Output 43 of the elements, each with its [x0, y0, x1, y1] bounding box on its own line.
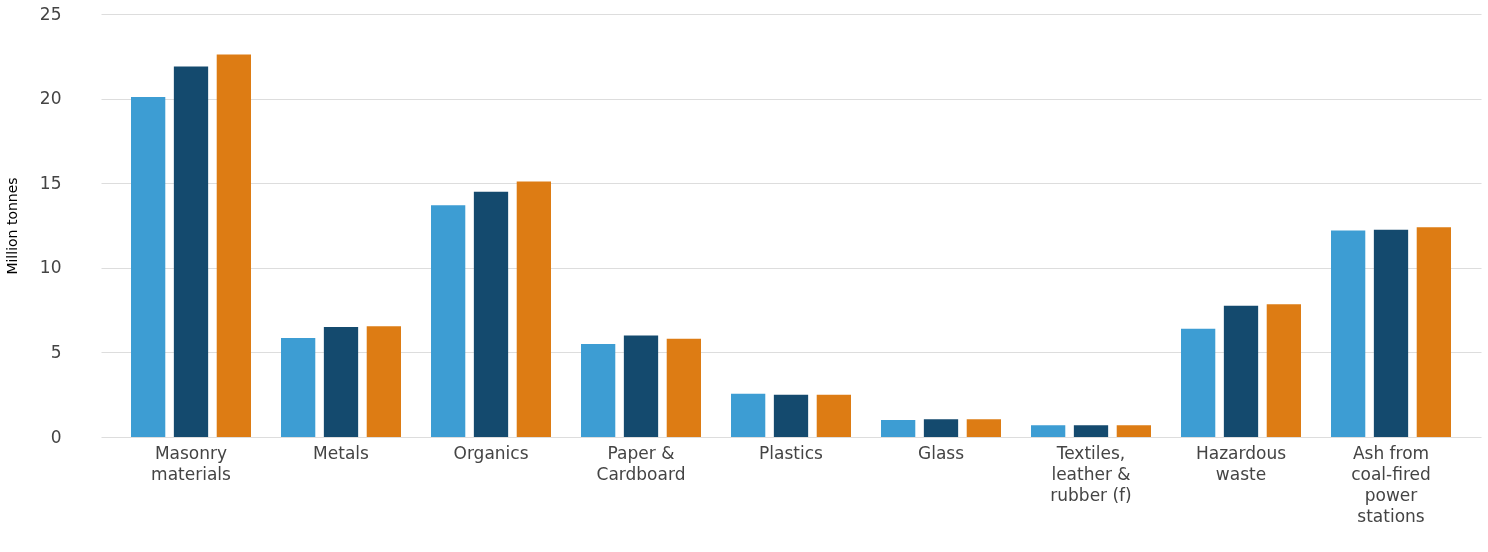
bar	[1266, 304, 1301, 437]
x-tick-label: Glass	[917, 442, 965, 463]
bar	[816, 394, 851, 437]
bar	[1416, 227, 1451, 437]
x-tick-label: Metals	[313, 442, 370, 463]
bar	[281, 338, 316, 437]
x-tick-label: Organics	[453, 442, 529, 463]
x-tick-label: Hazardous waste	[1195, 442, 1287, 484]
y-tick-label: 20	[39, 88, 62, 109]
bar	[216, 54, 251, 437]
y-tick-label: 15	[39, 172, 62, 193]
bar	[773, 394, 809, 437]
bar	[473, 191, 509, 437]
x-tick-label: Paper & Cardboard	[596, 442, 686, 484]
x-tick-label: Masonry materials	[151, 442, 232, 484]
y-tick-label: 10	[39, 257, 62, 278]
bar	[731, 393, 766, 437]
bar	[323, 327, 359, 437]
bar	[966, 419, 1001, 437]
y-tick-label: 5	[50, 341, 62, 362]
bar	[666, 338, 701, 437]
bar	[431, 205, 466, 437]
y-tick-label: 25	[39, 3, 62, 24]
bar	[1031, 425, 1066, 437]
x-tick-label: Plastics	[759, 442, 824, 463]
bar	[581, 343, 616, 437]
y-tick-label: 0	[50, 426, 62, 447]
y-axis-title: Million tonnes	[3, 177, 20, 275]
x-tick-label: Textiles, leather & rubber (f)	[1050, 442, 1132, 505]
bar	[131, 96, 166, 437]
bar	[1116, 425, 1151, 437]
bar	[1073, 425, 1109, 437]
bar	[516, 181, 551, 437]
x-tick-label: Ash from coal-fired power stations	[1351, 442, 1431, 526]
bar	[923, 419, 959, 437]
bar	[366, 326, 401, 437]
bar	[1373, 229, 1409, 437]
bar	[173, 66, 209, 437]
bar	[881, 420, 916, 437]
bar	[1181, 328, 1216, 437]
bar	[623, 335, 659, 437]
bar	[1331, 230, 1366, 437]
bar	[1223, 305, 1259, 437]
